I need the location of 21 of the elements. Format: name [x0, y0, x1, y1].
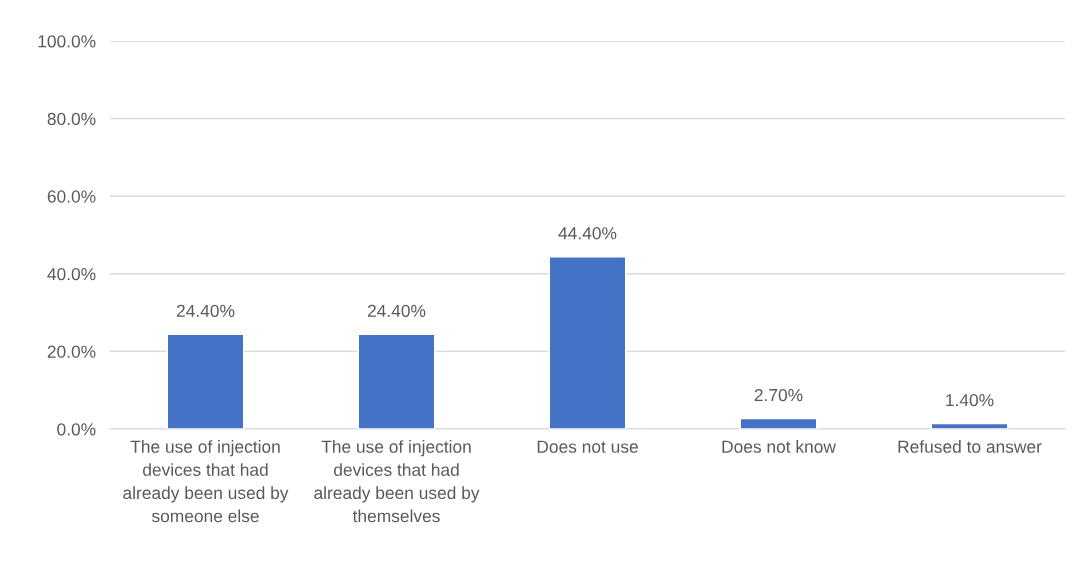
x-tick-label: Does not know — [722, 440, 836, 453]
bar — [357, 333, 436, 429]
y-tick-label: 40.0% — [47, 267, 96, 281]
data-label: 44.40% — [558, 227, 617, 240]
x-tick-label: The use of injection devices that had already been used by someone else — [123, 440, 289, 523]
data-label: 2.70% — [754, 388, 803, 402]
x-tick-label: Refused to answer — [898, 440, 1042, 453]
bar — [548, 256, 627, 429]
y-tick-label: 60.0% — [47, 190, 96, 203]
data-label: 24.40% — [176, 304, 235, 318]
data-label: 1.40% — [946, 393, 994, 407]
bar — [930, 422, 1009, 429]
bar — [166, 333, 245, 429]
y-tick-label: 100.0% — [38, 35, 96, 48]
bar — [739, 417, 818, 429]
y-tick-label: 80.0% — [47, 112, 96, 126]
y-tick-label: 0.0% — [57, 423, 96, 436]
y-tick-label: 20.0% — [47, 345, 96, 358]
x-tick-label: The use of injection devices that had already been used by themselves — [314, 440, 480, 523]
data-label: 24.40% — [367, 304, 426, 318]
x-tick-label: Does not use — [537, 440, 638, 453]
